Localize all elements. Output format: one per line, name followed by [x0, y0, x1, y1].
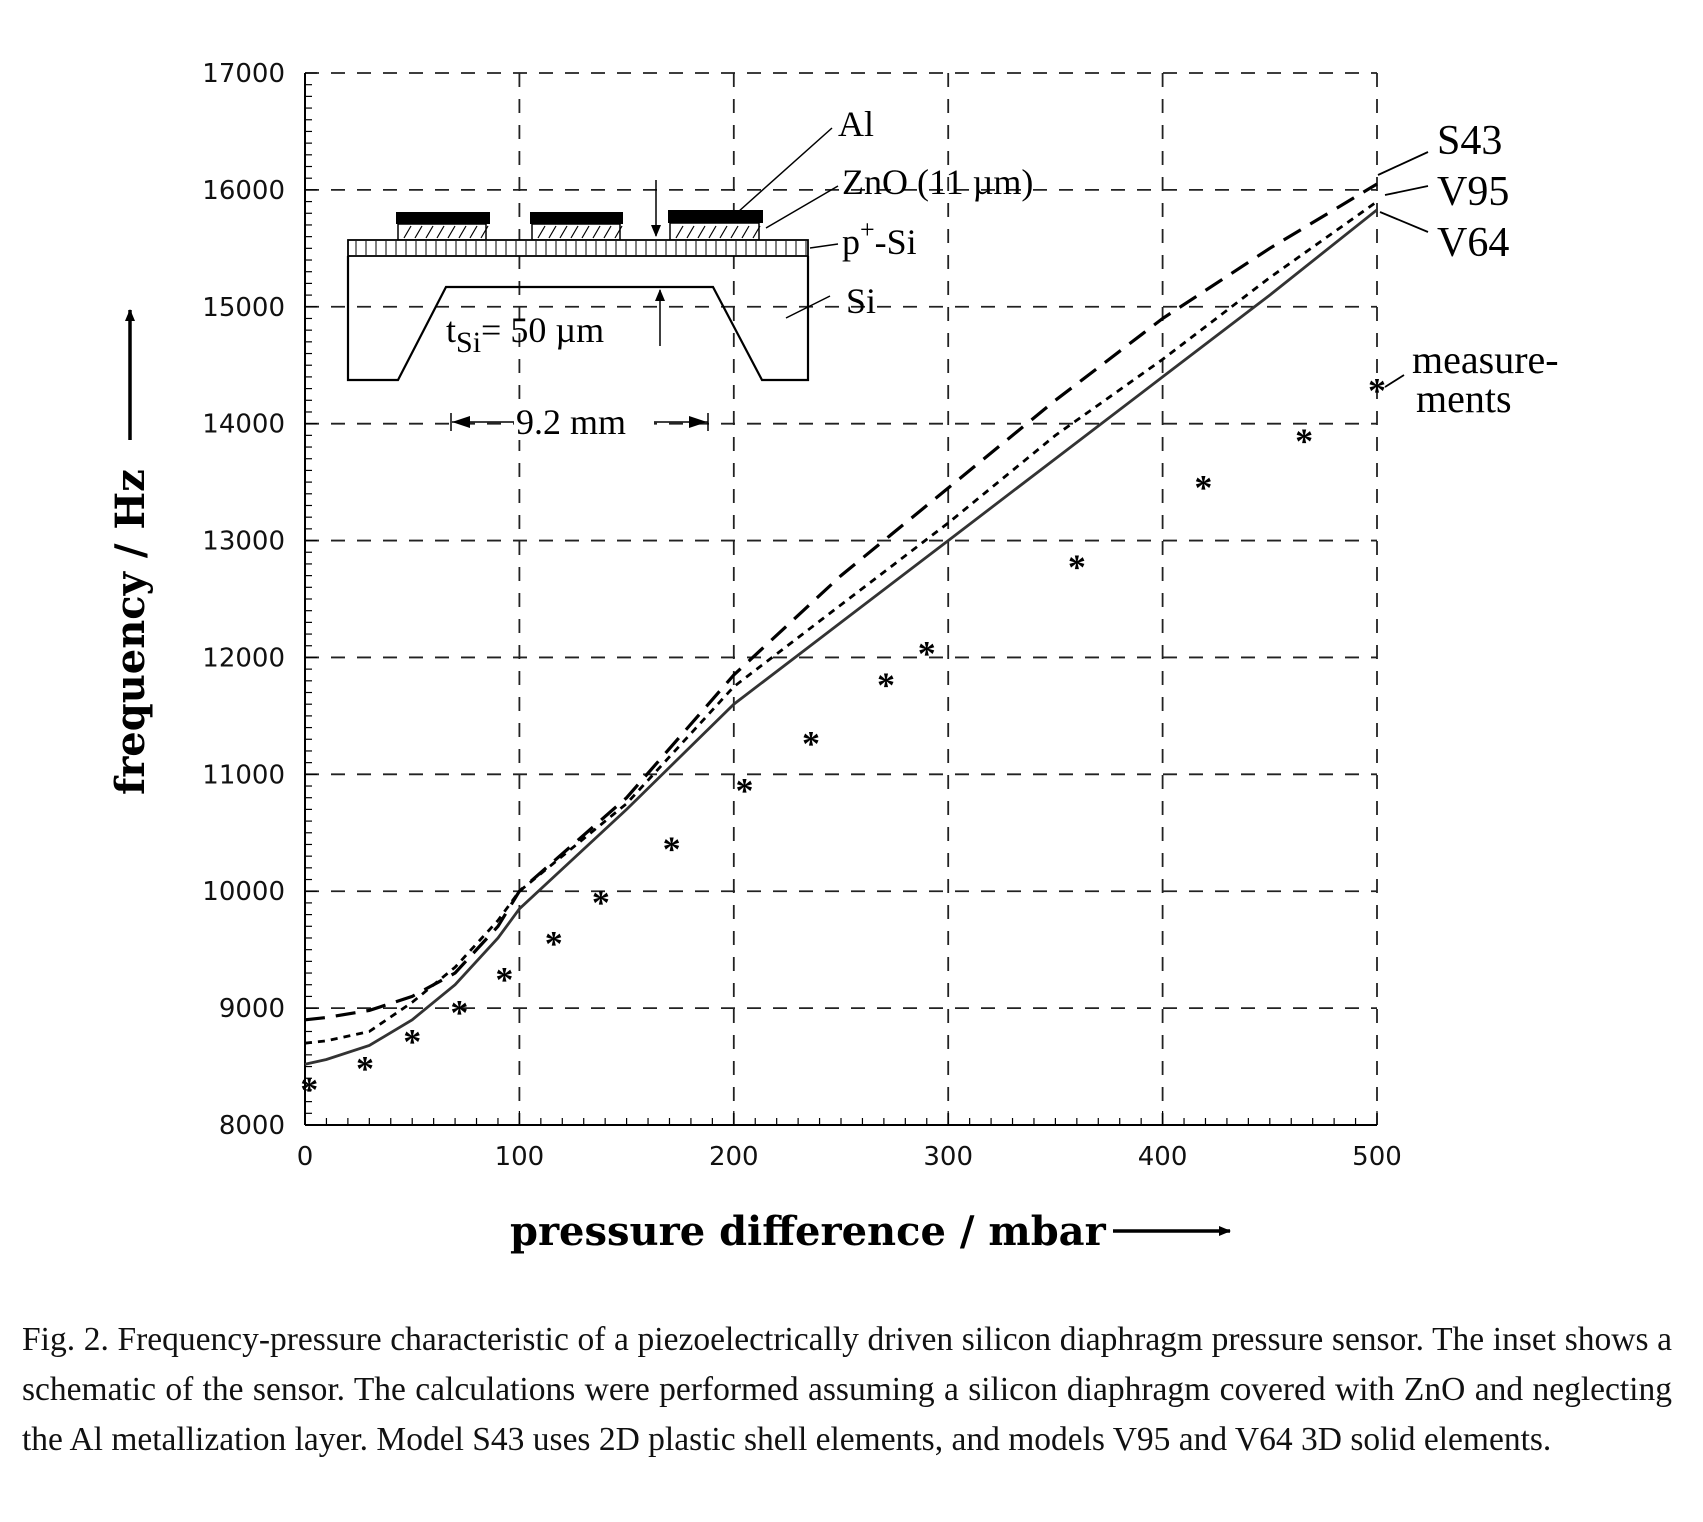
measurement-point-13: * — [1194, 468, 1212, 508]
x-tick-label-400: 400 — [1138, 1142, 1188, 1172]
zno-hatch-stroke — [436, 225, 445, 239]
p-si-pattern — [355, 241, 807, 255]
measurement-point-1: * — [356, 1049, 374, 1089]
zno-hatch-stroke — [686, 225, 695, 239]
y-tick-label-12000: 12000 — [202, 643, 285, 673]
x-tick-label-100: 100 — [495, 1142, 545, 1172]
y-tick-label-11000: 11000 — [202, 760, 285, 790]
measurement-point-3: * — [450, 992, 468, 1032]
measurement-markers: * * * * * * * * * * * * * * * * — [300, 371, 1386, 1110]
width-arrow-left-head — [452, 416, 470, 428]
y-tick-label-13000: 13000 — [202, 527, 285, 557]
si-substrate-outline — [346, 256, 810, 382]
zno-hatch-stroke — [570, 225, 579, 239]
y-tick-label-15000: 15000 — [202, 293, 285, 323]
measurement-point-0: * — [300, 1070, 318, 1110]
zno-hatch-stroke — [403, 225, 412, 239]
y-axis-title: frequency / Hz — [107, 469, 154, 795]
y-tick-label-9000: 9000 — [219, 994, 285, 1024]
measurement-point-9: * — [802, 724, 820, 764]
zno-hatch-stroke — [447, 225, 456, 239]
leader-p-si — [809, 243, 839, 249]
measurement-point-8: * — [736, 770, 754, 810]
measurement-point-7: * — [663, 829, 681, 869]
label-p-si: p+-Si — [842, 215, 917, 262]
zno-hatch-stroke — [414, 225, 423, 239]
legend-measurements-line2: ments — [1416, 376, 1512, 421]
width-label: 9.2 mm — [516, 402, 626, 442]
width-label-bg — [514, 400, 654, 440]
measurement-point-11: * — [918, 634, 936, 674]
series-layer — [304, 182, 1378, 1066]
x-tick-label-500: 500 — [1352, 1142, 1402, 1172]
zno-hatch-stroke — [741, 225, 750, 239]
measurement-point-5: * — [545, 923, 563, 963]
frequency-pressure-chart: 8000 9000 10000 11000 12000 13000 14000 15000 16… — [107, 59, 1559, 1255]
x-tick-label-300: 300 — [923, 1142, 973, 1172]
x-tick-label-200: 200 — [709, 1142, 759, 1172]
p-si-layer — [347, 239, 809, 257]
measurement-point-14: * — [1295, 421, 1313, 461]
y-tick-label-17000: 17000 — [202, 59, 285, 89]
legend-s43: S43 — [1437, 118, 1502, 164]
zno-hatch-stroke — [592, 225, 601, 239]
measurement-point-10: * — [877, 665, 895, 705]
zno-hatch-stroke — [469, 225, 478, 239]
measurement-point-12: * — [1068, 547, 1086, 587]
figure-caption: Fig. 2. Frequency-pressure characteristi… — [22, 1321, 1672, 1458]
al-electrode-3 — [668, 210, 763, 223]
legend-v64: V64 — [1437, 220, 1509, 266]
series-line-v95 — [304, 200, 1378, 1045]
measurement-point-4: * — [495, 960, 513, 1000]
zno-hatch-stroke — [548, 225, 557, 239]
legend-measurements-line1: measure- — [1412, 337, 1559, 382]
zno-hatch-stroke — [752, 225, 761, 239]
zno-hatch-stroke — [675, 225, 684, 239]
al-electrode-2 — [530, 212, 623, 224]
y-tick-label-8000: 8000 — [219, 1111, 285, 1141]
thickness-label: tSi= 50 µm — [446, 310, 604, 359]
y-tick-label-14000: 14000 — [202, 410, 285, 440]
width-arrow-right-head — [689, 416, 707, 428]
measurement-point-15: * — [1368, 371, 1386, 411]
label-si: Si — [846, 281, 876, 321]
y-tick-label-16000: 16000 — [202, 176, 285, 206]
zno-hatch-stroke — [480, 225, 489, 239]
x-tick-label-0: 0 — [297, 1142, 314, 1172]
sensor-schematic-inset: tSi= 50 µm 9.2 mm Al ZnO (11 µm) p+-Si S… — [346, 104, 1033, 442]
x-tick-labels: 0 100 200 300 400 500 — [297, 1142, 1402, 1172]
legend-v95: V95 — [1437, 169, 1509, 215]
grid-lines — [305, 72, 1378, 1125]
leader-al — [737, 127, 833, 213]
zno-hatch-stroke — [614, 225, 623, 239]
y-tick-label-10000: 10000 — [202, 877, 285, 907]
label-zno: ZnO (11 µm) — [842, 162, 1033, 202]
label-al: Al — [838, 104, 874, 144]
legend-v64-pointer — [1379, 211, 1429, 233]
measurement-point-6: * — [592, 883, 610, 923]
leader-si — [785, 295, 831, 319]
zno-hatch-stroke — [559, 225, 568, 239]
zno-hatch-stroke — [425, 225, 434, 239]
zno-hatch-stroke — [458, 225, 467, 239]
zno-hatch-stroke — [708, 225, 717, 239]
zno-hatch-stroke — [730, 225, 739, 239]
x-axis-title: pressure difference / mbar — [510, 1208, 1107, 1255]
series-line-v64 — [304, 208, 1378, 1066]
zno-hatch-stroke — [719, 225, 728, 239]
zno-hatch-stroke — [537, 225, 546, 239]
leader-zno — [765, 185, 839, 229]
measurement-point-2: * — [403, 1022, 421, 1062]
al-electrode-1 — [396, 212, 490, 224]
zno-hatch-stroke — [603, 225, 612, 239]
legend-s43-pointer — [1377, 151, 1429, 176]
y-tick-labels: 8000 9000 10000 11000 12000 13000 14000 15000 16… — [202, 59, 285, 1141]
legend: S43 V95 V64 measure- ments — [1377, 118, 1559, 421]
legend-v95-pointer — [1384, 185, 1429, 196]
series-line-s43 — [304, 182, 1378, 1022]
zno-hatch-stroke — [697, 225, 706, 239]
zno-hatch-stroke — [581, 225, 590, 239]
legend-measurements-pointer — [1384, 374, 1405, 388]
zno-hatching — [403, 225, 761, 239]
